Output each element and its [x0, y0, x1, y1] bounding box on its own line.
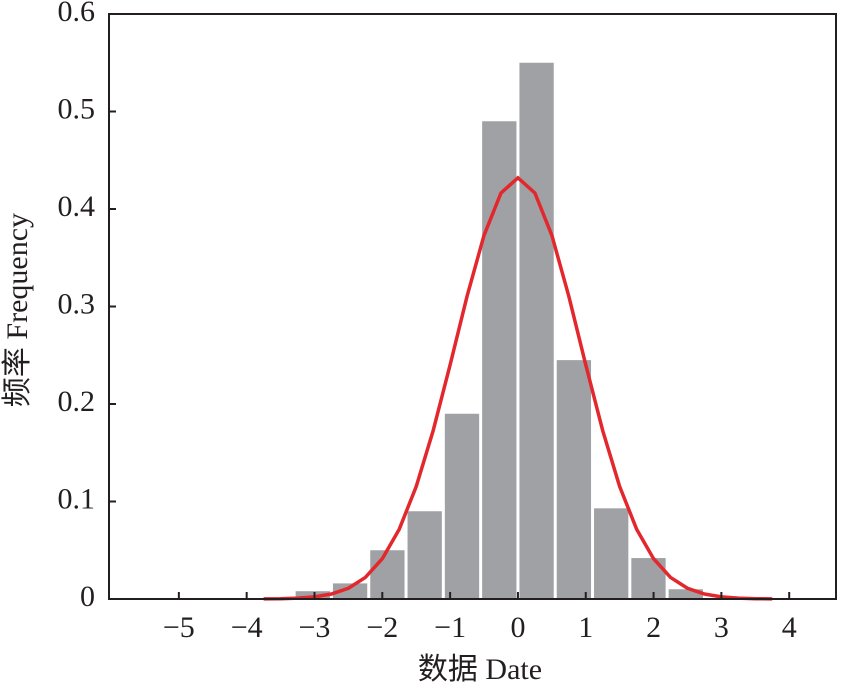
bar [370, 550, 405, 599]
bar [332, 583, 368, 599]
y-tick-label: 0 [80, 580, 95, 613]
x-tick-label: −5 [163, 611, 195, 644]
bar [295, 591, 330, 599]
bar [594, 508, 629, 599]
x-tick-label: 4 [782, 611, 797, 644]
fit-curve [263, 175, 773, 601]
x-tick-label: −1 [434, 611, 466, 644]
bar [407, 511, 442, 599]
x-tick-label: 2 [646, 611, 661, 644]
x-tick-label: −2 [366, 611, 398, 644]
y-axis-label: 频率 Frequency [1, 213, 34, 407]
x-tick-label: −3 [299, 611, 331, 644]
x-tick-label: −4 [231, 611, 263, 644]
x-tick-label: 1 [578, 611, 593, 644]
x-tick-label: 3 [714, 611, 729, 644]
y-tick-label: 0.2 [58, 385, 96, 418]
y-tick-label: 0.5 [58, 92, 96, 125]
x-axis-label: 数据 Date [418, 653, 542, 686]
y-tick-label: 0.6 [58, 0, 96, 28]
y-tick-label: 0.3 [58, 287, 96, 320]
x-tick-label: 0 [510, 611, 525, 644]
bar [519, 62, 554, 599]
y-tick-label: 0.4 [58, 190, 96, 223]
bar [668, 589, 703, 599]
y-tick-label: 0.1 [58, 482, 96, 515]
bar [556, 360, 592, 599]
bar [444, 413, 480, 599]
